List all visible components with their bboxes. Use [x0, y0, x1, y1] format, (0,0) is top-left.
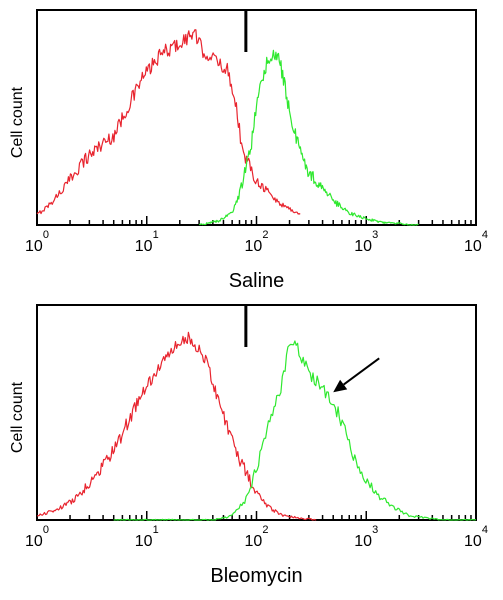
x-tick-exponent: 0 [43, 524, 49, 536]
x-tick-label: 100 [25, 524, 49, 550]
x-tick-base: 10 [464, 238, 482, 255]
annotation-arrow-shaft [343, 357, 380, 386]
x-tick-label: 102 [245, 229, 269, 255]
x-tick-exponent: 4 [482, 524, 488, 536]
x-tick-label: 101 [135, 524, 159, 550]
plot-frame [36, 304, 477, 521]
x-tick-label: 100 [25, 229, 49, 255]
x-tick-exponent: 3 [372, 524, 378, 536]
x-tick-exponent: 0 [43, 229, 49, 241]
x-tick-exponent: 3 [372, 229, 378, 241]
x-tick-label: 102 [245, 524, 269, 550]
y-axis-label: Cell count [9, 381, 26, 453]
x-tick-label: 104 [464, 524, 488, 550]
x-tick-label: 103 [354, 524, 378, 550]
x-tick-exponent: 1 [153, 229, 159, 241]
plot-frame [36, 9, 477, 226]
x-tick-base: 10 [464, 533, 482, 550]
x-tick-base: 10 [354, 533, 372, 550]
y-axis-label: Cell count [9, 86, 26, 158]
x-tick-label: 104 [464, 229, 488, 255]
x-tick-exponent: 2 [262, 524, 268, 536]
histogram-green-series [198, 49, 419, 226]
x-axis-label: Saline [229, 270, 285, 292]
x-tick-exponent: 2 [262, 229, 268, 241]
histogram-green-series [113, 340, 477, 521]
x-tick-base: 10 [245, 533, 263, 550]
x-tick-base: 10 [25, 238, 43, 255]
x-tick-base: 10 [135, 238, 153, 255]
x-tick-exponent: 1 [153, 524, 159, 536]
histogram-red-series [37, 331, 317, 521]
x-tick-exponent: 4 [482, 229, 488, 241]
annotation-arrow-head [333, 379, 348, 393]
x-tick-base: 10 [354, 238, 372, 255]
histogram-red-series [36, 29, 301, 215]
x-tick-base: 10 [245, 238, 263, 255]
x-tick-base: 10 [25, 533, 43, 550]
x-tick-base: 10 [135, 533, 153, 550]
x-axis-label: Bleomycin [210, 565, 302, 587]
x-tick-label: 101 [135, 229, 159, 255]
x-tick-label: 103 [354, 229, 378, 255]
